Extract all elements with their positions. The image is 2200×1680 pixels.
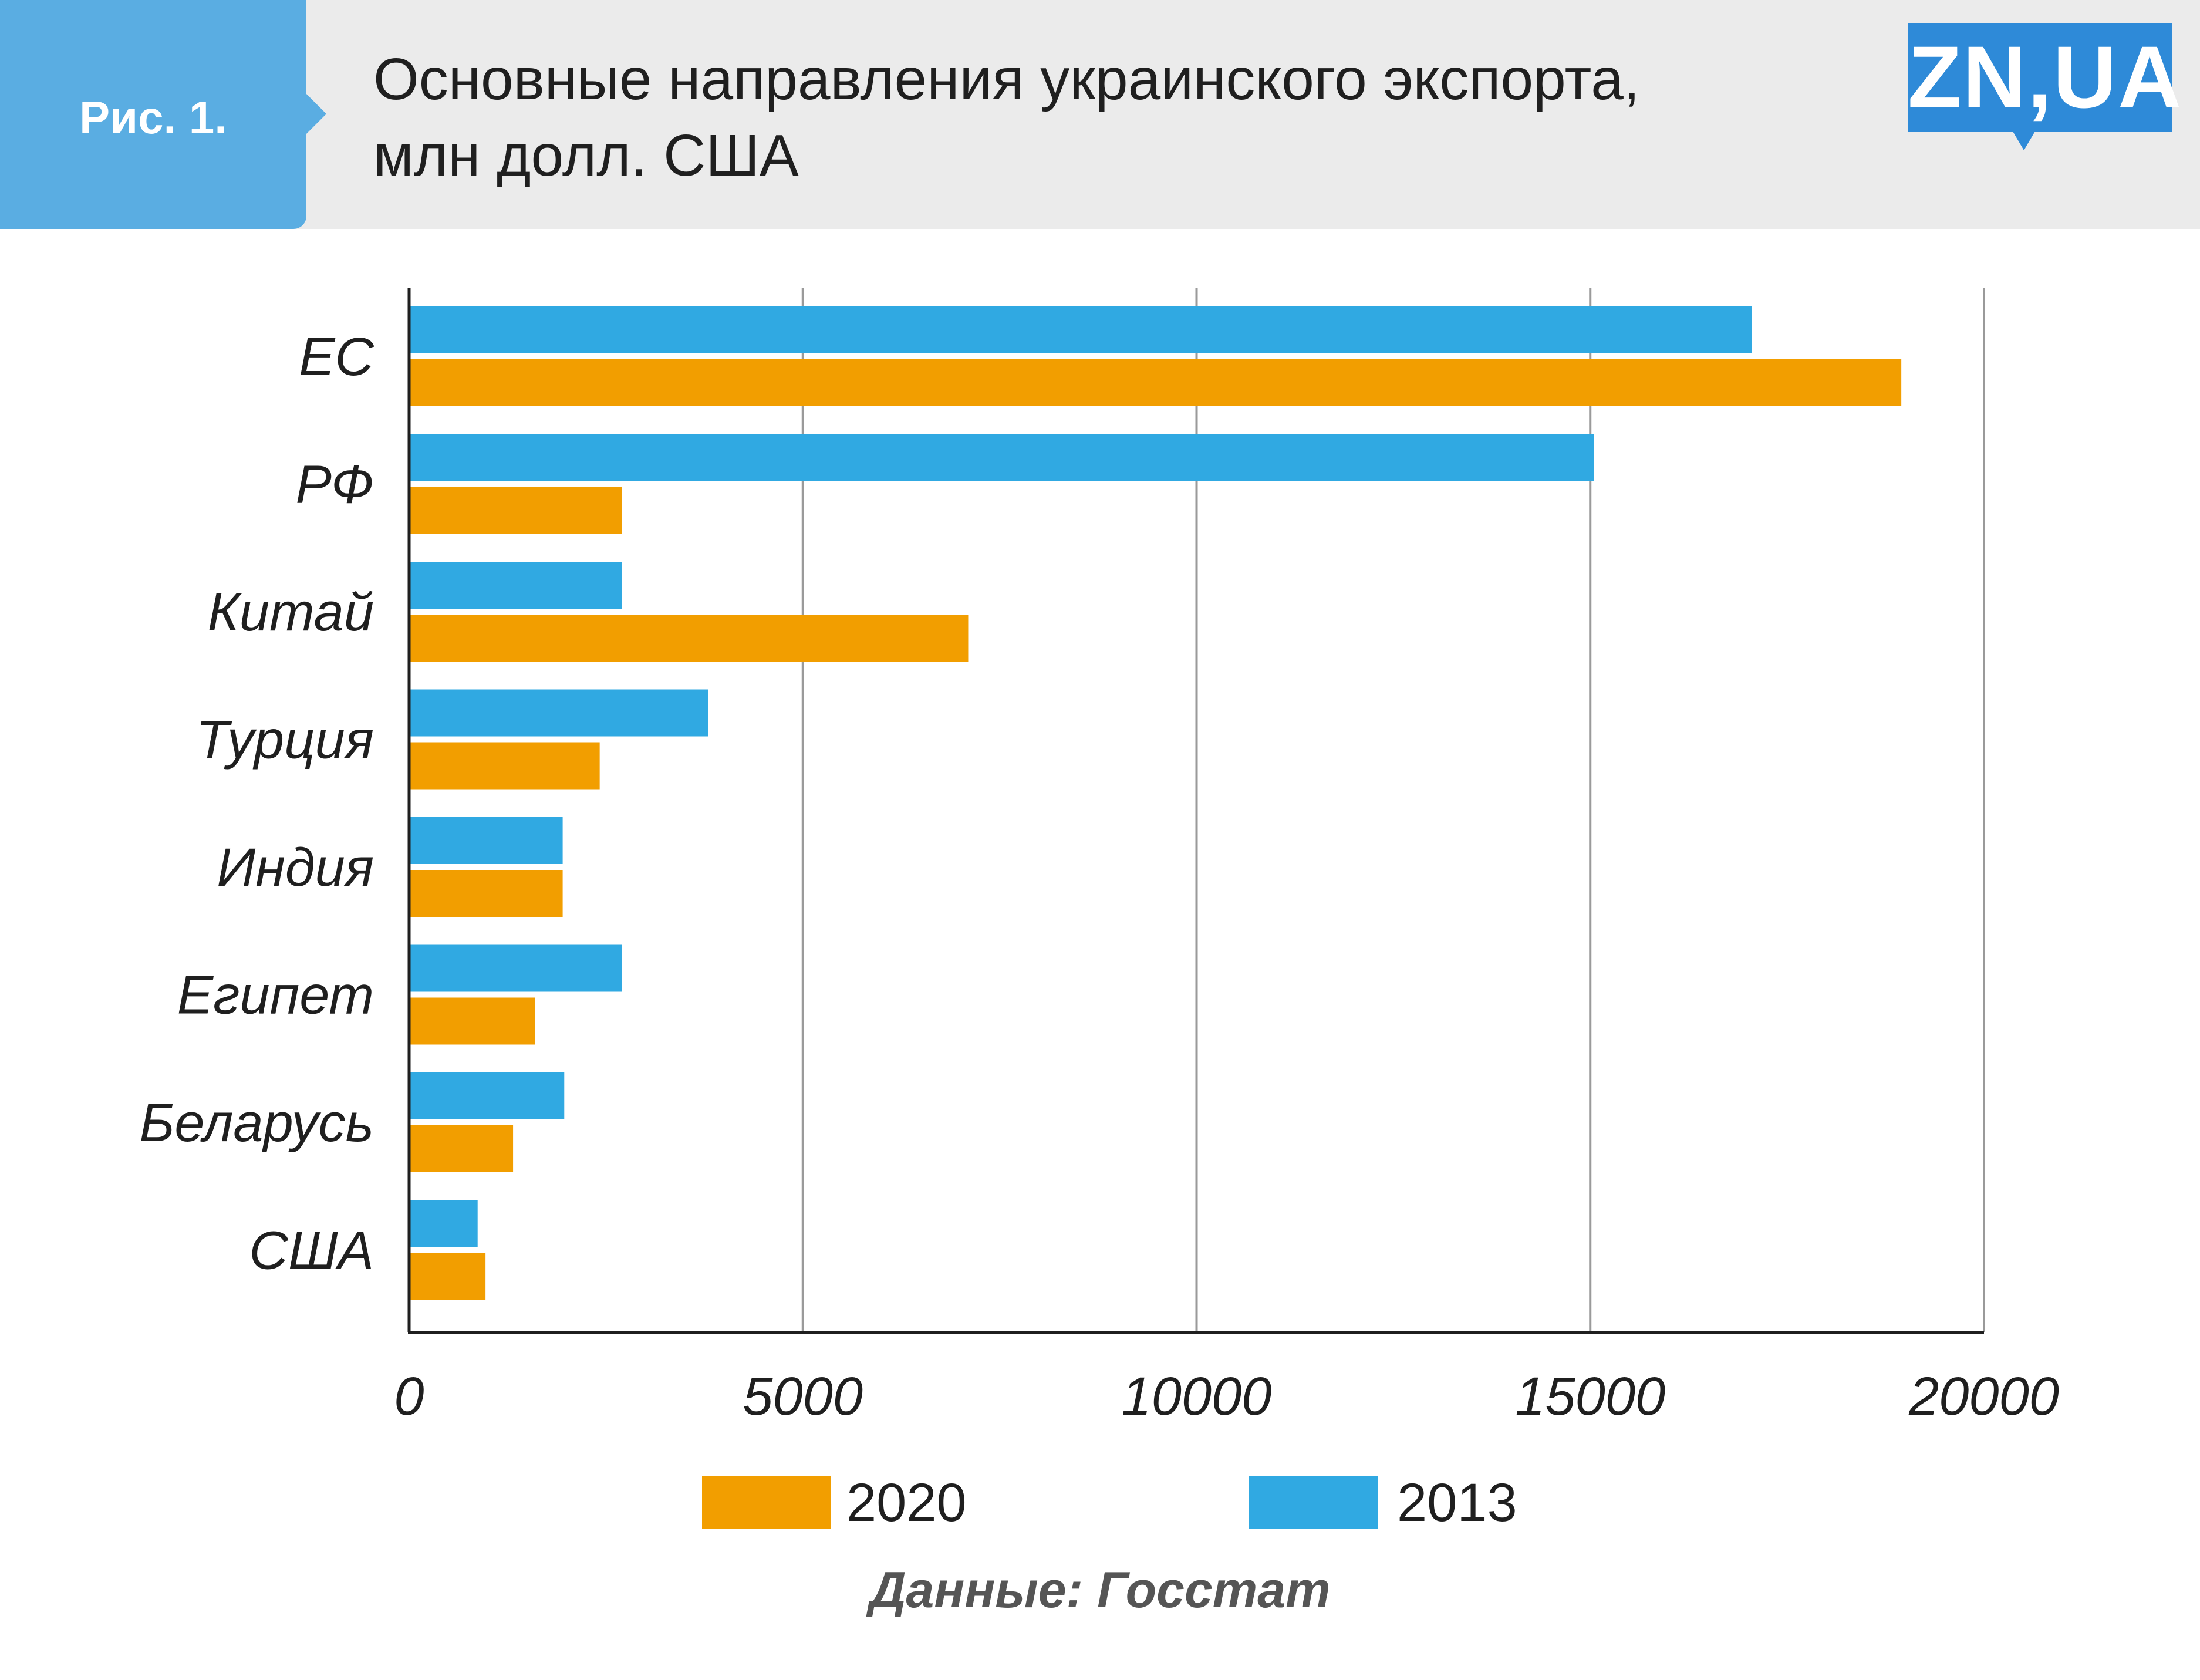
figure-label: Рис. 1. (79, 92, 227, 143)
bar-chart: ЕС РФ Китай Турция Индия Египет Беларусь США 0 50… (139, 288, 2059, 1426)
bar-2013-4 (409, 817, 563, 864)
figure-tab (0, 0, 306, 229)
bar-2013-3 (409, 689, 708, 737)
bar-2013-7 (409, 1200, 478, 1247)
x-tick-label-10000: 10000 (1122, 1367, 1272, 1426)
bar-2013-6 (409, 1072, 565, 1119)
legend-label-2020: 2020 (846, 1473, 967, 1533)
category-label-0: ЕС (299, 327, 374, 387)
bar-2020-3 (409, 742, 600, 790)
category-label-3: Турция (196, 710, 374, 770)
legend-swatch-2020 (702, 1476, 831, 1529)
x-tick-label-0: 0 (394, 1367, 424, 1426)
x-tick-label-20000: 20000 (1908, 1367, 2059, 1426)
bar-2013-2 (409, 562, 622, 609)
logo-speech-tail (2012, 130, 2036, 150)
bar-2020-5 (409, 997, 535, 1045)
x-tick-label-5000: 5000 (743, 1367, 863, 1426)
legend-swatch-2013 (1249, 1476, 1378, 1529)
category-label-5: Египет (177, 966, 374, 1025)
logo-text: ZN,UA (1908, 28, 2183, 126)
bar-2013-0 (409, 306, 1752, 353)
bar-2020-7 (409, 1253, 486, 1300)
chart-title-line2: млн долл. США (373, 123, 799, 188)
legend: 2020 2013 (0, 1456, 2200, 1538)
x-tick-label-15000: 15000 (1515, 1367, 1665, 1426)
bar-2020-2 (409, 615, 969, 662)
category-label-6: Беларусь (139, 1093, 374, 1153)
category-label-2: Китай (208, 582, 374, 642)
category-label-1: РФ (296, 455, 374, 515)
zn-ua-logo (1908, 23, 2172, 132)
category-label-7: США (249, 1221, 374, 1281)
data-source: Данные: Госстат (869, 1562, 1331, 1618)
bar-2013-5 (409, 944, 622, 992)
bar-2020-6 (409, 1125, 514, 1172)
category-label-4: Индия (217, 838, 374, 898)
bar-2020-1 (409, 487, 622, 534)
chart-title: Основные направления украинского экспорт… (373, 41, 1782, 194)
bar-2020-4 (409, 870, 563, 917)
legend-label-2013: 2013 (1397, 1473, 1517, 1533)
bar-2020-0 (409, 359, 1902, 406)
figure-tab-pointer (305, 93, 326, 135)
header-banner (0, 0, 2200, 229)
bar-2013-1 (409, 434, 1594, 481)
chart-title-line1: Основные направления украинского экспорт… (373, 46, 1640, 112)
